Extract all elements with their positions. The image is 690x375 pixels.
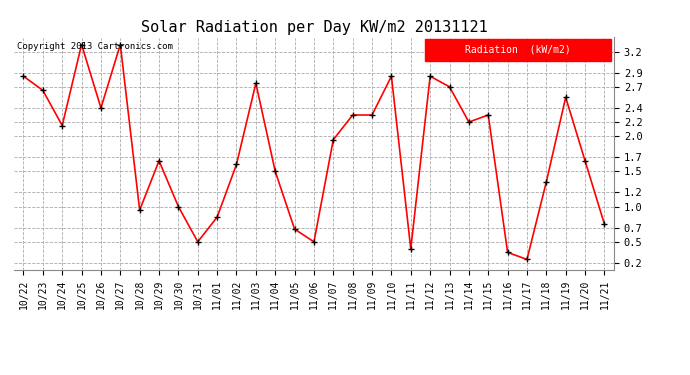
Text: Radiation  (kW/m2): Radiation (kW/m2): [465, 45, 571, 55]
Title: Solar Radiation per Day KW/m2 20131121: Solar Radiation per Day KW/m2 20131121: [141, 20, 487, 35]
Text: Copyright 2013 Cartronics.com: Copyright 2013 Cartronics.com: [17, 42, 172, 51]
Bar: [425, 39, 611, 61]
